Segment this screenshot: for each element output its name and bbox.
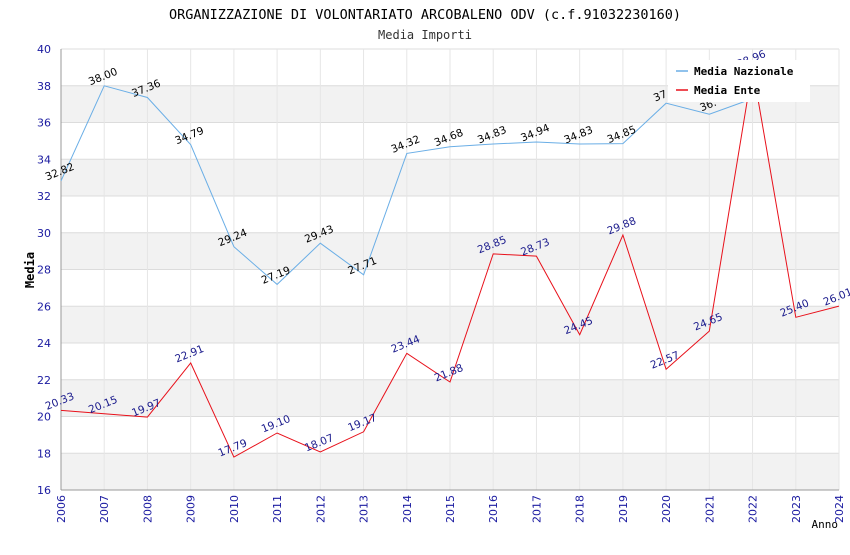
x-tick-label: 2016 [487,495,500,523]
chart-title: ORGANIZZAZIONE DI VOLONTARIATO ARCOBALEN… [169,7,681,23]
y-tick-label: 28 [37,264,51,277]
x-tick-label: 2009 [185,495,198,523]
x-tick-label: 2014 [401,495,414,523]
x-tick-label: 2006 [55,495,68,523]
x-tick-label: 2008 [141,495,154,523]
x-tick-label: 2021 [703,495,716,523]
y-tick-label: 30 [37,227,51,240]
y-tick-label: 18 [37,447,51,460]
data-label: 26.01 [822,286,850,308]
axes [60,49,839,491]
chart-subtitle: Media Importi [378,28,472,42]
x-tick-label: 2022 [747,495,760,523]
x-tick-label: 2024 [833,495,846,523]
series-line [60,85,753,286]
y-tick-label: 40 [37,43,51,56]
legend-box [668,60,810,102]
y-tick-label: 34 [37,153,51,166]
legend-label: Media Ente [694,84,761,97]
y-tick-label: 24 [37,337,51,350]
x-tick-label: 2020 [660,495,673,523]
data-label: 34.83 [562,124,594,146]
x-tick-label: 2023 [790,495,803,523]
x-tick-label: 2012 [314,495,327,523]
data-label: 38.00 [87,66,119,88]
data-label: 34.32 [389,133,421,155]
y-tick-label: 20 [37,411,51,424]
legend: Media Nazionale Media Ente [668,60,810,102]
x-tick-label: 2018 [574,495,587,523]
y-tick-label: 26 [37,300,51,313]
x-tick-label: 2019 [617,495,630,523]
data-label: 22.91 [173,343,205,365]
y-tick-label: 36 [37,117,51,130]
x-tick-label: 2007 [98,495,111,523]
series-lines [60,68,840,458]
x-tick-label: 2010 [228,495,241,523]
gridlines [60,48,840,491]
data-label: 34.94 [519,122,552,145]
y-tick-labels: 16 18 20 22 24 26 28 30 32 34 36 38 40 [37,43,51,497]
x-tick-label: 2017 [530,495,543,523]
x-tick-label: 2015 [444,495,457,523]
series-line [60,68,840,458]
y-tick-label: 38 [37,80,51,93]
x-axis-label: Anno [812,518,839,531]
data-label: 34.85 [606,124,638,146]
x-tick-label: 2013 [358,495,371,523]
x-tick-label: 2011 [271,495,284,523]
y-axis-label: Media [23,252,37,288]
x-tick-labels: 2006 2007 2008 2009 2010 2011 2012 2013 2014 2015… [55,495,846,523]
y-tick-label: 22 [37,374,51,387]
legend-label: Media Nazionale [694,65,794,78]
y-tick-label: 32 [37,190,51,203]
data-label: 22.57 [649,349,681,371]
y-tick-label: 16 [37,484,51,497]
